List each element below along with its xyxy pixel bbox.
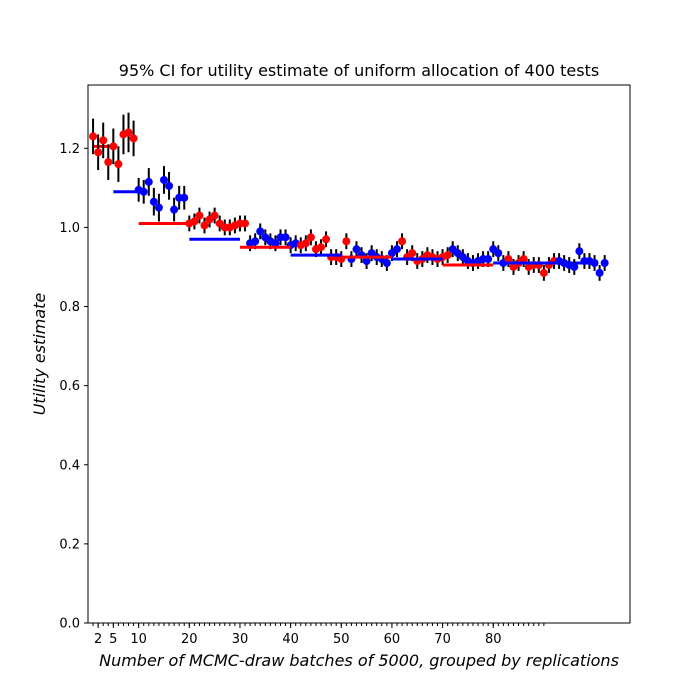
data-point xyxy=(94,148,103,157)
data-point xyxy=(165,181,174,190)
data-point xyxy=(504,255,513,264)
y-tick-label: 1.2 xyxy=(59,142,80,157)
x-axis-label: Number of MCMC-draw batches of 5000, gro… xyxy=(99,651,619,670)
data-point xyxy=(600,259,609,268)
data-point xyxy=(154,203,163,212)
data-point xyxy=(89,132,98,141)
data-point xyxy=(241,219,250,228)
x-tick-label: 70 xyxy=(434,632,451,647)
data-point xyxy=(109,142,118,151)
data-point xyxy=(570,262,579,271)
y-tick-label: 0.4 xyxy=(59,458,80,473)
data-point xyxy=(362,257,371,266)
chart-title: 95% CI for utility estimate of uniform a… xyxy=(119,61,599,80)
data-point xyxy=(519,255,528,264)
data-point xyxy=(170,205,179,214)
y-tick-label: 0.8 xyxy=(59,300,80,315)
data-point xyxy=(139,187,148,196)
x-tick-label: 80 xyxy=(485,632,502,647)
data-point xyxy=(200,221,209,230)
data-point xyxy=(99,136,108,145)
data-point xyxy=(114,160,123,169)
x-tick-label: 2 xyxy=(94,632,102,647)
data-point xyxy=(256,227,265,236)
data-point xyxy=(129,134,138,143)
y-tick-label: 0.0 xyxy=(59,617,80,632)
data-point xyxy=(352,245,361,254)
x-tick-label: 10 xyxy=(130,632,147,647)
data-point xyxy=(271,239,280,248)
data-point xyxy=(494,249,503,258)
data-point xyxy=(443,251,452,260)
x-tick-label: 50 xyxy=(333,632,350,647)
data-point xyxy=(306,233,315,242)
x-tick-label: 20 xyxy=(181,632,198,647)
data-point xyxy=(595,268,604,277)
data-point xyxy=(408,249,417,258)
data-point xyxy=(301,239,310,248)
x-tick-label: 40 xyxy=(282,632,299,647)
data-point xyxy=(210,211,219,220)
data-point xyxy=(539,268,548,277)
x-tick-label: 30 xyxy=(232,632,249,647)
data-point xyxy=(322,235,331,244)
data-point xyxy=(144,177,153,186)
data-point xyxy=(104,158,113,167)
data-point xyxy=(398,237,407,246)
x-tick-label: 5 xyxy=(109,632,117,647)
data-point xyxy=(124,128,133,137)
data-point xyxy=(159,175,168,184)
plot-frame xyxy=(87,84,631,624)
y-tick-label: 0.2 xyxy=(59,537,80,552)
plot-area xyxy=(89,112,609,281)
y-tick-label: 0.6 xyxy=(59,379,80,394)
data-point xyxy=(149,197,158,206)
data-point xyxy=(251,237,260,246)
data-point xyxy=(195,211,204,220)
data-point xyxy=(180,193,189,202)
data-point xyxy=(317,243,326,252)
data-point xyxy=(392,245,401,254)
x-tick-label: 60 xyxy=(384,632,401,647)
data-point xyxy=(484,255,493,264)
data-point xyxy=(281,233,290,242)
y-tick-label: 1.0 xyxy=(59,221,80,236)
data-point xyxy=(590,259,599,268)
axes: 0.0 0.2 0.4 0.6 0.8 1.0 1.2 2 5 10 20 30 40 50 60 70 80 xyxy=(59,84,631,647)
data-point xyxy=(382,259,391,268)
data-point xyxy=(342,237,351,246)
data-point xyxy=(575,247,584,256)
data-point xyxy=(190,217,199,226)
y-axis-label: Utility estimate xyxy=(30,293,49,416)
